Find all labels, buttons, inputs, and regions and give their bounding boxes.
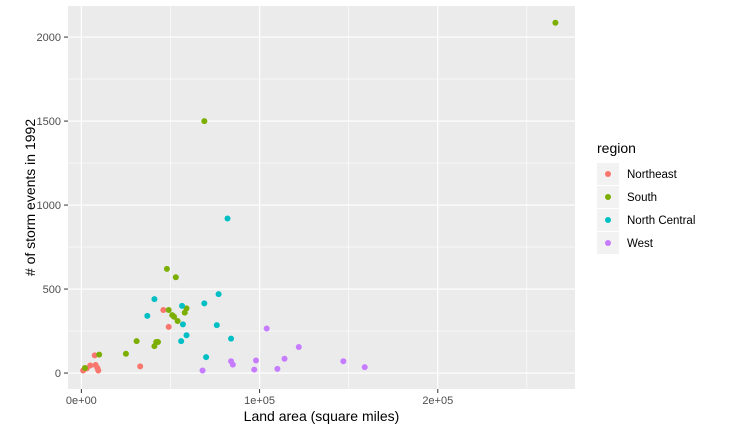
point-west: [253, 357, 260, 364]
y-tick-label: 500: [43, 284, 61, 296]
point-south: [171, 313, 178, 320]
x-axis-title: Land area (square miles): [244, 408, 400, 424]
point-northeast: [87, 362, 94, 369]
point-west: [199, 367, 206, 374]
legend-label-south: South: [627, 192, 657, 204]
point-north-central: [213, 322, 220, 329]
legend-label-northeast: Northeast: [627, 169, 678, 181]
plot-panel: [68, 6, 575, 389]
point-south: [172, 274, 179, 281]
point-west: [274, 365, 281, 372]
point-north-central: [183, 332, 190, 339]
point-north-central: [179, 302, 186, 309]
point-northeast: [95, 367, 102, 374]
minor-gridlines: [68, 6, 575, 389]
legend: region Northeast South North Central West: [597, 140, 695, 254]
legend-title: region: [597, 140, 636, 156]
point-west: [229, 361, 236, 368]
y-tick-label: 1000: [37, 200, 61, 212]
point-north-central: [151, 296, 158, 303]
point-south: [154, 338, 161, 345]
point-north-central: [144, 312, 151, 319]
point-west: [340, 358, 347, 365]
x-tick-label: 2e+05: [422, 395, 453, 407]
point-northeast: [137, 363, 144, 370]
point-south: [163, 265, 170, 272]
point-south: [552, 19, 559, 26]
legend-label-west: West: [627, 238, 654, 250]
y-axis-title: # of storm events in 1992: [22, 119, 38, 276]
legend-marker-north-central: [605, 217, 611, 223]
point-south: [183, 305, 190, 312]
point-west: [361, 364, 368, 371]
x-axis-ticks: 0e+00 1e+05 2e+05: [66, 389, 453, 407]
y-tick-label: 2000: [37, 32, 61, 44]
point-north-central: [179, 321, 186, 328]
point-north-central: [201, 300, 208, 307]
major-gridlines: [68, 6, 575, 389]
y-tick-label: 1500: [37, 116, 61, 128]
point-west: [281, 355, 288, 362]
legend-label-north-central: North Central: [627, 215, 695, 227]
point-south: [174, 317, 181, 324]
data-points: [80, 19, 559, 374]
point-north-central: [203, 354, 210, 361]
point-west: [295, 344, 302, 351]
x-tick-label: 1e+05: [244, 395, 275, 407]
legend-marker-northeast: [605, 171, 611, 177]
legend-marker-west: [605, 240, 611, 246]
point-west: [251, 366, 258, 373]
x-tick-label: 0e+00: [66, 395, 97, 407]
point-north-central: [178, 338, 185, 345]
point-north-central: [224, 215, 231, 222]
point-northeast: [91, 352, 98, 359]
point-south: [201, 118, 208, 125]
point-south: [81, 365, 88, 372]
point-south: [133, 338, 140, 345]
y-tick-label: 0: [55, 368, 61, 380]
legend-marker-south: [605, 194, 611, 200]
point-north-central: [215, 291, 222, 298]
point-south: [96, 351, 103, 358]
point-west: [263, 325, 270, 332]
point-south: [122, 350, 129, 357]
point-northeast: [165, 323, 172, 330]
y-axis-ticks: 0 500 1000 1500 2000: [37, 32, 68, 380]
point-northeast: [160, 307, 167, 314]
point-north-central: [228, 335, 235, 342]
point-south: [165, 307, 172, 314]
